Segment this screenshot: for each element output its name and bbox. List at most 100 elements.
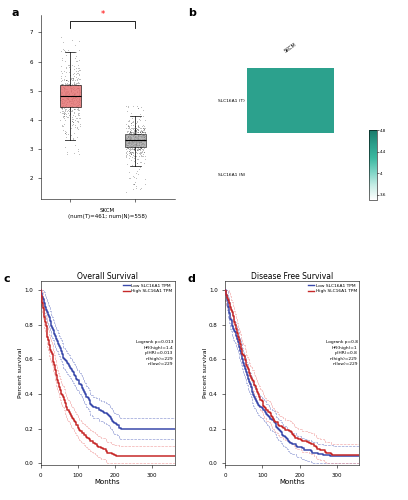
Point [71, 80, 78, 88]
Point [73, 102, 80, 110]
Point [140, 128, 146, 136]
Point [139, 128, 146, 136]
Point [75, 78, 81, 86]
Point [59, 97, 66, 105]
Point [62, 88, 68, 96]
Point [141, 128, 147, 136]
Point [67, 104, 73, 112]
Point [126, 132, 133, 140]
Point [130, 102, 136, 110]
Point [59, 83, 66, 91]
Point [124, 134, 131, 142]
Point [135, 131, 142, 139]
Point [129, 136, 135, 144]
Point [73, 114, 79, 122]
Point [125, 131, 132, 139]
Point [59, 69, 65, 77]
Point [132, 140, 139, 148]
Point [58, 76, 65, 84]
Point [69, 92, 76, 100]
Point [73, 70, 80, 78]
Point [62, 102, 69, 110]
Point [135, 122, 142, 130]
Point [136, 152, 142, 160]
Point [61, 84, 67, 92]
Point [76, 70, 82, 78]
Point [133, 142, 139, 150]
Point [74, 57, 80, 65]
Point [75, 91, 82, 99]
Point [74, 106, 81, 114]
Point [126, 136, 133, 144]
Point [131, 124, 137, 132]
Point [126, 135, 133, 143]
Point [138, 140, 145, 148]
Point [67, 93, 74, 101]
Point [58, 104, 65, 112]
Point [68, 88, 74, 96]
Point [123, 137, 130, 145]
Point [140, 146, 146, 154]
Point [65, 92, 72, 100]
Point [75, 110, 81, 118]
Point [142, 175, 149, 183]
Point [125, 144, 131, 152]
Point [134, 118, 141, 126]
Point [135, 131, 141, 139]
Point [126, 146, 133, 154]
Point [133, 124, 140, 132]
Point [63, 96, 70, 104]
Point [131, 129, 137, 137]
Point [133, 128, 140, 136]
Point [73, 86, 80, 94]
Point [69, 121, 76, 129]
Point [75, 74, 81, 82]
Point [66, 89, 72, 97]
Point [135, 135, 141, 143]
Point [138, 151, 145, 159]
Point [125, 133, 131, 141]
Point [66, 80, 73, 88]
Point [126, 168, 133, 176]
Point [133, 140, 140, 148]
Point [129, 132, 136, 140]
Point [141, 132, 148, 140]
Point [132, 122, 138, 130]
Point [75, 69, 81, 77]
Text: b: b [188, 8, 196, 18]
Point [66, 90, 72, 98]
Point [64, 98, 71, 106]
Point [59, 99, 66, 107]
Point [64, 113, 71, 121]
Point [135, 128, 141, 136]
Text: d: d [188, 274, 196, 284]
Point [70, 91, 77, 99]
Point [60, 87, 67, 95]
Point [66, 97, 73, 105]
Point [60, 114, 67, 122]
Point [122, 102, 129, 110]
Point [137, 144, 143, 152]
Point [125, 122, 131, 130]
Point [125, 138, 132, 146]
Point [142, 129, 148, 137]
Point [132, 132, 138, 140]
Point [130, 150, 137, 158]
Point [134, 134, 140, 142]
Legend: Low SLC16A1 TPM, High SLC16A1 TPM: Low SLC16A1 TPM, High SLC16A1 TPM [308, 284, 357, 293]
Point [62, 56, 68, 64]
Point [129, 136, 135, 144]
Y-axis label: Percent survival: Percent survival [202, 348, 208, 399]
Point [137, 158, 144, 166]
Point [126, 124, 133, 132]
Point [131, 152, 137, 160]
Point [124, 143, 130, 151]
Point [73, 64, 79, 72]
Point [124, 138, 131, 145]
Point [136, 149, 143, 157]
Point [62, 81, 68, 89]
Point [136, 130, 142, 138]
Point [59, 96, 65, 104]
Point [67, 82, 73, 90]
Point [131, 146, 137, 154]
